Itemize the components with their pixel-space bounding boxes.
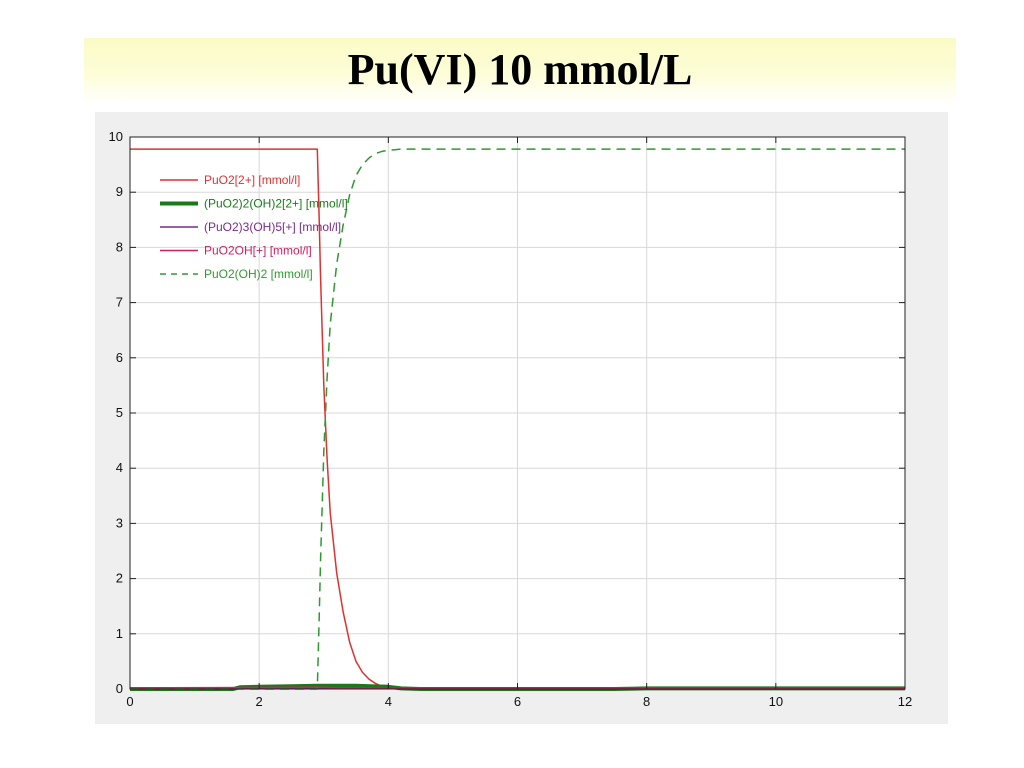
y-tick-label: 8	[116, 239, 123, 254]
legend-label-1: PuO2[2+] [mmol/l]	[204, 173, 300, 187]
y-tick-label: 2	[116, 571, 123, 586]
y-tick-label: 3	[116, 515, 123, 530]
y-tick-label: 0	[116, 681, 123, 696]
y-tick-label: 10	[109, 129, 123, 144]
series-line-5	[130, 148, 905, 690]
y-tick-label: 6	[116, 350, 123, 365]
y-tick-label: 4	[116, 460, 123, 475]
slide-title: Pu(VI) 10 mmol/L	[347, 45, 693, 94]
x-tick-label: 0	[126, 694, 133, 709]
legend-label-5: PuO2(OH)2 [mmol/l]	[204, 267, 313, 281]
x-tick-label: 8	[643, 694, 650, 709]
legend-label-4: PuO2OH[+] [mmol/l]	[204, 244, 312, 258]
x-tick-label: 6	[514, 694, 521, 709]
x-tick-label: 10	[769, 694, 783, 709]
x-tick-label: 2	[256, 694, 263, 709]
y-tick-label: 1	[116, 626, 123, 641]
x-tick-label: 4	[385, 694, 392, 709]
y-tick-label: 7	[116, 295, 123, 310]
y-tick-label: 9	[116, 184, 123, 199]
legend-label-3: (PuO2)3(OH)5[+] [mmol/l]	[204, 220, 341, 234]
y-tick-label: 5	[116, 405, 123, 420]
title-band	[84, 38, 956, 104]
x-tick-label: 12	[898, 694, 912, 709]
series-line-4	[129, 686, 905, 690]
legend-label-2: (PuO2)2(OH)2[2+] [mmol/l]	[204, 197, 348, 211]
